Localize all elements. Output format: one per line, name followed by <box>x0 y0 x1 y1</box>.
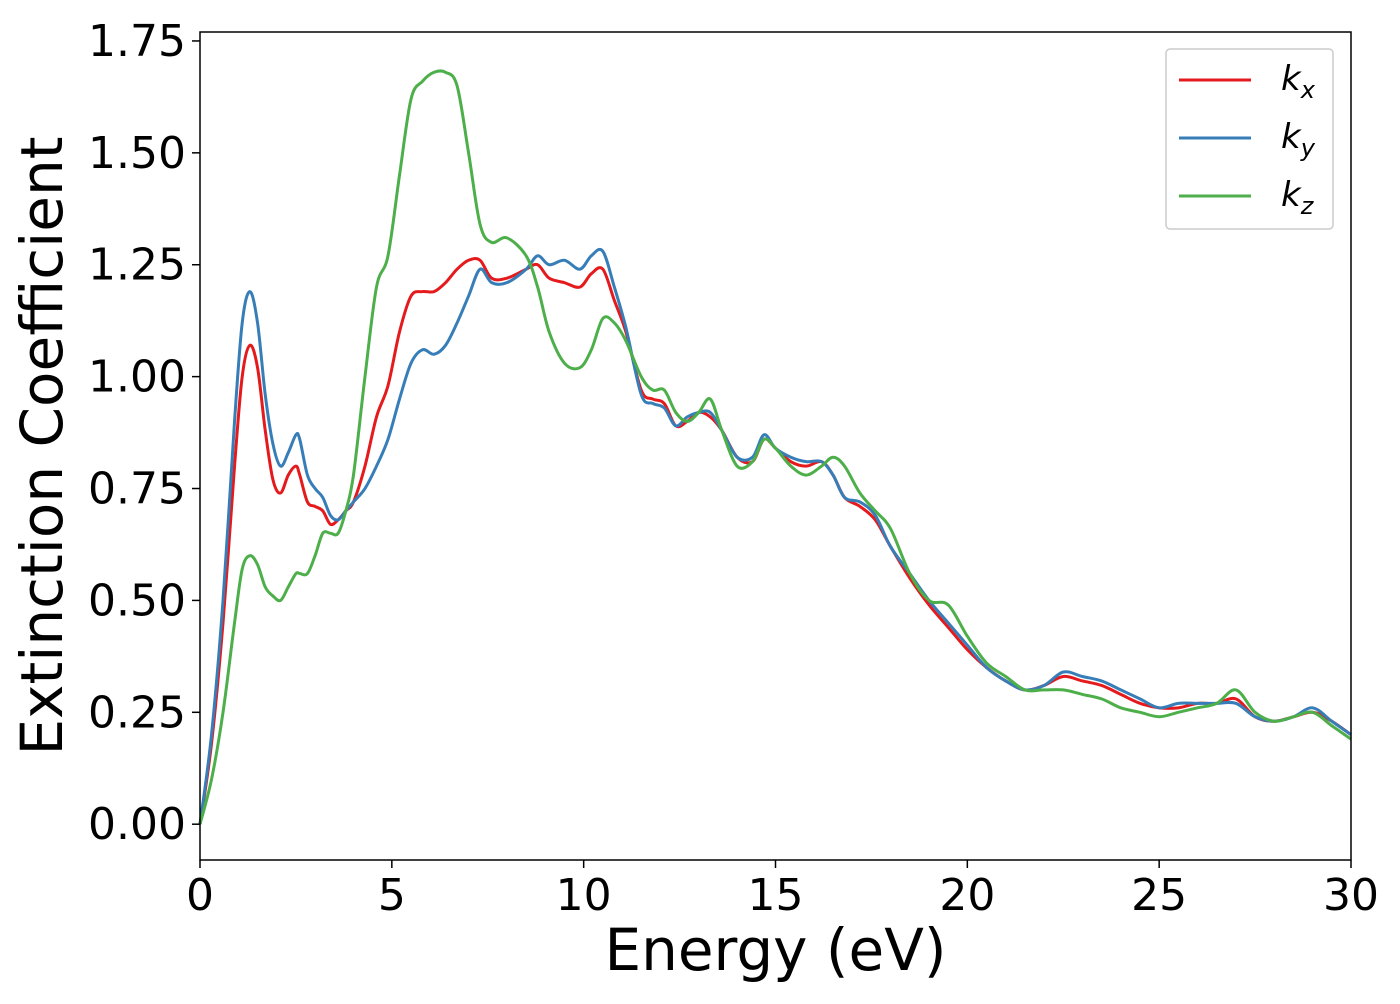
series-line-ky <box>198 247 1352 825</box>
y-tick-label: 1.25 <box>88 240 186 291</box>
legend-label-ky: ky <box>1281 117 1316 162</box>
legend-label-subscript: y <box>1300 134 1316 162</box>
y-axis-ticks: 0.00 0.25 0.50 0.75 1.00 1.25 1.50 1.75 <box>88 16 200 850</box>
y-tick-label: 1.00 <box>88 352 186 403</box>
y-tick-label: 1.75 <box>88 16 186 67</box>
y-tick-label: 0.75 <box>88 464 186 515</box>
x-tick-label: 5 <box>378 870 406 921</box>
x-axis-label: Energy (eV) <box>604 916 946 984</box>
legend-label-subscript: z <box>1300 192 1315 220</box>
x-tick-label: 30 <box>1323 870 1379 921</box>
series-line-kx <box>198 257 1352 825</box>
x-tick-label: 15 <box>748 870 804 921</box>
x-axis-ticks: 0 5 10 15 20 25 30 <box>186 860 1379 921</box>
series-layer <box>198 69 1352 825</box>
y-tick-label: 0.50 <box>88 575 186 626</box>
legend-label-subscript: x <box>1300 76 1316 104</box>
legend-label-kz: kz <box>1281 175 1315 220</box>
x-tick-label: 20 <box>939 870 995 921</box>
legend-label-base: k <box>1281 59 1302 99</box>
y-tick-label: 0.25 <box>88 687 186 738</box>
y-tick-label: 0.00 <box>88 799 186 850</box>
x-tick-label: 0 <box>186 870 214 921</box>
x-tick-label: 25 <box>1131 870 1187 921</box>
legend-label-base: k <box>1281 117 1302 157</box>
legend-label-kx: kx <box>1281 59 1316 104</box>
legend-label-base: k <box>1281 175 1302 215</box>
x-tick-label: 10 <box>556 870 612 921</box>
series-line-kz <box>198 69 1352 825</box>
y-axis-label: Extinction Coefficient <box>8 137 76 756</box>
y-tick-label: 1.50 <box>88 128 186 179</box>
